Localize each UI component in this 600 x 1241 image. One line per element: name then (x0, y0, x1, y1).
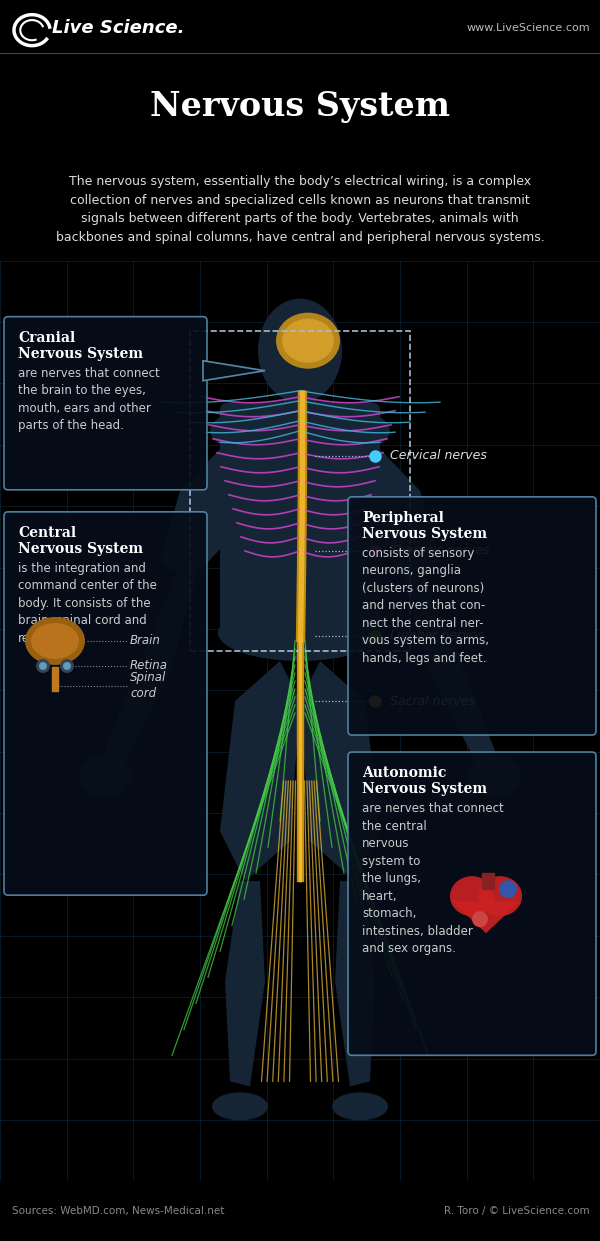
Ellipse shape (60, 659, 74, 673)
Ellipse shape (469, 755, 521, 798)
Ellipse shape (63, 661, 71, 670)
Ellipse shape (282, 319, 334, 362)
Text: Sacral nerves: Sacral nerves (390, 695, 475, 707)
Ellipse shape (79, 755, 131, 798)
Polygon shape (335, 881, 375, 1086)
Ellipse shape (31, 623, 79, 659)
Polygon shape (300, 661, 380, 881)
Text: Cervical nerves: Cervical nerves (390, 449, 487, 463)
Ellipse shape (218, 604, 382, 661)
Text: Thoracic nerves: Thoracic nerves (390, 545, 490, 557)
Ellipse shape (36, 659, 50, 673)
Text: www.LiveScience.com: www.LiveScience.com (466, 24, 590, 34)
Polygon shape (405, 561, 495, 761)
Text: is the integration and
command center of the
body. It consists of the
brain, spi: is the integration and command center of… (18, 562, 157, 645)
Text: Cranial
Nervous System: Cranial Nervous System (18, 330, 143, 361)
Polygon shape (372, 441, 440, 581)
Text: are nerves that connect
the central
nervous
system to
the lungs,
heart,
stomach,: are nerves that connect the central nerv… (362, 802, 504, 956)
Polygon shape (452, 901, 520, 933)
Ellipse shape (499, 880, 517, 898)
Text: Peripheral
Nervous System: Peripheral Nervous System (362, 511, 487, 541)
Ellipse shape (478, 876, 522, 916)
Text: Sources: WebMD.com, News-Medical.net: Sources: WebMD.com, News-Medical.net (12, 1206, 224, 1216)
Polygon shape (203, 361, 265, 381)
Ellipse shape (258, 299, 342, 403)
Text: consists of sensory
neurons, ganglia
(clusters of neurons)
and nerves that con-
: consists of sensory neurons, ganglia (cl… (362, 547, 489, 665)
Text: R. Toro / © LiveScience.com: R. Toro / © LiveScience.com (445, 1206, 590, 1216)
Text: Nervous System: Nervous System (150, 91, 450, 123)
Text: Autonomic
Nervous System: Autonomic Nervous System (362, 766, 487, 797)
Ellipse shape (450, 876, 494, 916)
FancyBboxPatch shape (4, 316, 207, 490)
Ellipse shape (39, 661, 47, 670)
Text: are nerves that connect
the brain to the eyes,
mouth, ears and other
parts of th: are nerves that connect the brain to the… (18, 366, 160, 432)
Ellipse shape (25, 617, 85, 665)
Text: Central
Nervous System: Central Nervous System (18, 526, 143, 556)
Ellipse shape (276, 313, 340, 369)
Text: Spinal
cord: Spinal cord (130, 671, 166, 700)
Polygon shape (105, 561, 195, 761)
Text: Brain: Brain (130, 634, 161, 648)
Ellipse shape (332, 1092, 388, 1121)
Text: Live Science.: Live Science. (52, 19, 185, 37)
FancyBboxPatch shape (284, 377, 316, 411)
Polygon shape (225, 881, 265, 1086)
FancyBboxPatch shape (348, 496, 596, 735)
Polygon shape (220, 661, 300, 881)
FancyBboxPatch shape (4, 511, 207, 895)
Ellipse shape (212, 1092, 268, 1121)
Text: The nervous system, essentially the body’s electrical wiring, is a complex
colle: The nervous system, essentially the body… (56, 175, 544, 244)
FancyBboxPatch shape (220, 403, 380, 639)
FancyBboxPatch shape (348, 752, 596, 1055)
Polygon shape (160, 441, 228, 581)
Ellipse shape (210, 401, 390, 460)
Text: Lumbar nerves: Lumbar nerves (390, 629, 484, 643)
Text: Retina: Retina (130, 659, 168, 673)
Ellipse shape (472, 911, 488, 927)
